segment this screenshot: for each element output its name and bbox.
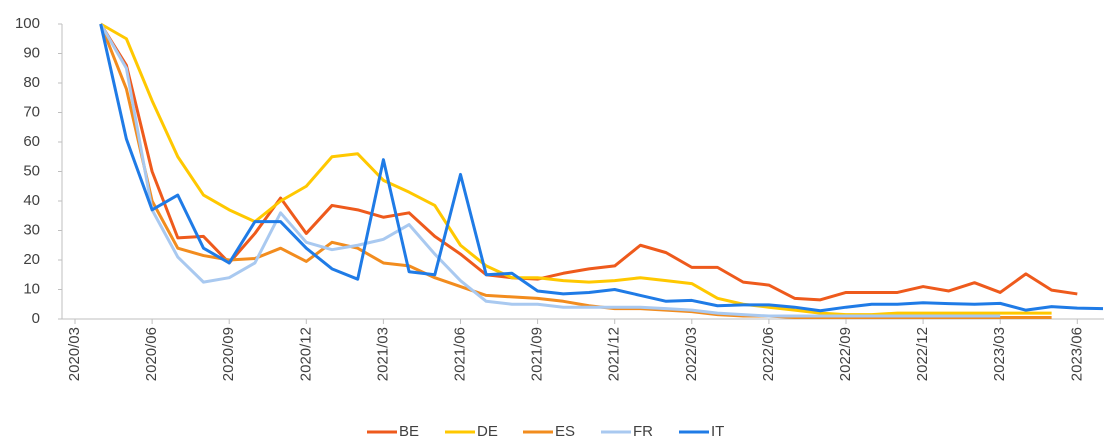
- x-tick-label: 2021/03: [374, 327, 391, 381]
- x-tick-label: 2021/06: [451, 327, 468, 381]
- series-line: [99, 22, 1052, 317]
- y-tick-label: 10: [23, 280, 40, 297]
- x-tick-label: 2023/06: [1068, 327, 1085, 381]
- legend-label: DE: [477, 423, 498, 439]
- x-tick-label: 2020/12: [297, 327, 314, 381]
- y-tick-label: 40: [23, 192, 40, 209]
- y-tick-label: 0: [32, 310, 40, 327]
- series-line: [99, 23, 1052, 320]
- legend-label: ES: [555, 423, 575, 439]
- y-tick-label: 20: [23, 251, 40, 268]
- y-tick-label: 30: [23, 221, 40, 238]
- y-tick-label: 80: [23, 74, 40, 91]
- x-tick-label: 2022/03: [683, 327, 700, 381]
- legend-label: IT: [711, 423, 724, 439]
- x-tick-label: 2020/06: [143, 327, 160, 381]
- y-tick-label: 60: [23, 133, 40, 150]
- y-tick-label: 90: [23, 44, 40, 61]
- x-tick-label: 2022/12: [914, 327, 931, 381]
- x-tick-label: 2022/09: [837, 327, 854, 381]
- series-line: [99, 23, 1104, 313]
- series-line: [99, 23, 1001, 318]
- y-tick-label: 50: [23, 162, 40, 179]
- x-tick-label: 2021/12: [606, 327, 623, 381]
- x-tick-label: 2020/03: [66, 327, 83, 381]
- x-tick-label: 2023/03: [991, 327, 1008, 381]
- legend-label: FR: [633, 423, 653, 439]
- legend-label: BE: [399, 423, 419, 439]
- x-tick-label: 2020/09: [220, 327, 237, 381]
- x-tick-label: 2022/06: [760, 327, 777, 381]
- y-tick-label: 100: [15, 15, 40, 32]
- x-tick-label: 2021/09: [529, 327, 546, 381]
- y-tick-label: 70: [23, 103, 40, 120]
